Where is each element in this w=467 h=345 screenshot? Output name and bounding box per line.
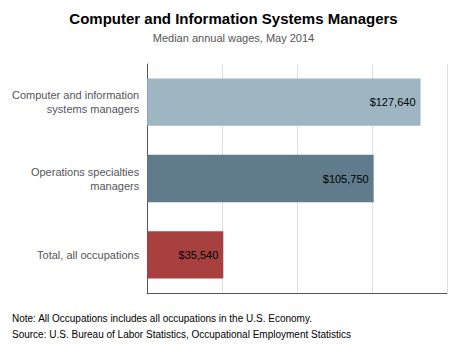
svg-text:systems managers: systems managers: [47, 103, 140, 115]
svg-text:Operations specialties: Operations specialties: [31, 166, 140, 178]
svg-text:Computer and Information Syste: Computer and Information Systems Manager…: [69, 10, 397, 27]
svg-text:managers: managers: [90, 180, 139, 192]
svg-text:Source: U.S. Bureau of Labor S: Source: U.S. Bureau of Labor Statistics,…: [12, 329, 351, 340]
svg-text:Computer and information: Computer and information: [12, 89, 139, 101]
svg-text:$35,540: $35,540: [179, 249, 219, 261]
svg-text:Median annual wages, May 2014: Median annual wages, May 2014: [153, 32, 314, 44]
svg-text:$127,640: $127,640: [370, 96, 416, 108]
svg-text:Note: All Occupations includes: Note: All Occupations includes all occup…: [12, 313, 312, 324]
svg-text:Total, all occupations: Total, all occupations: [37, 249, 140, 261]
svg-text:$105,750: $105,750: [323, 173, 369, 185]
